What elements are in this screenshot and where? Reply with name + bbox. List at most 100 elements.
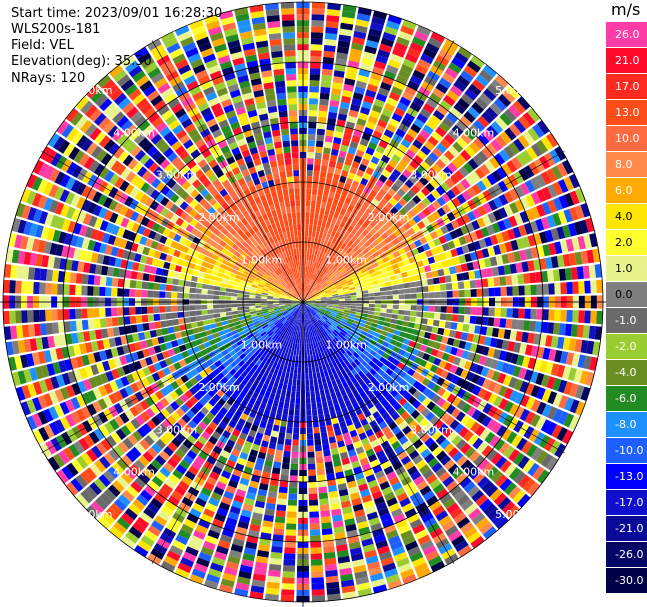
velocity-cell	[404, 305, 411, 310]
velocity-cell	[350, 298, 357, 301]
velocity-cell	[389, 275, 397, 281]
velocity-cell	[348, 259, 356, 266]
velocity-cell	[368, 161, 377, 170]
velocity-cell	[386, 304, 393, 309]
velocity-cell	[215, 276, 223, 283]
velocity-cell	[542, 244, 551, 257]
velocity-cell	[255, 305, 262, 309]
velocity-cell	[472, 385, 482, 396]
velocity-cell	[323, 330, 329, 337]
velocity-cell	[353, 320, 360, 325]
velocity-cell	[422, 197, 432, 207]
velocity-cell	[69, 284, 76, 296]
velocity-cell	[313, 329, 317, 336]
velocity-cell	[320, 325, 325, 332]
velocity-cell	[63, 284, 70, 295]
velocity-cell	[424, 140, 435, 151]
velocity-cell	[470, 55, 485, 68]
velocity-cell	[463, 526, 478, 539]
velocity-cell	[352, 193, 360, 202]
velocity-cell	[478, 355, 487, 366]
velocity-cell	[324, 461, 333, 469]
velocity-cell	[451, 314, 459, 322]
velocity-cell	[482, 390, 493, 402]
velocity-cell	[522, 131, 535, 145]
velocity-cell	[503, 329, 512, 340]
velocity-cell	[531, 143, 543, 157]
velocity-cell	[433, 238, 442, 247]
velocity-cell	[482, 526, 497, 540]
velocity-cell	[407, 396, 417, 405]
velocity-cell	[540, 171, 552, 185]
velocity-cell	[285, 432, 293, 440]
velocity-cell	[322, 195, 328, 203]
velocity-cell	[310, 355, 314, 362]
velocity-cell	[410, 287, 417, 294]
velocity-cell	[354, 282, 361, 287]
velocity-cell	[316, 402, 323, 409]
velocity-cell	[409, 281, 416, 288]
velocity-cell	[404, 179, 414, 189]
velocity-cell	[388, 270, 395, 277]
velocity-cell	[580, 250, 589, 265]
velocity-cell	[552, 181, 564, 196]
velocity-cell	[351, 135, 361, 144]
velocity-cell	[584, 310, 591, 324]
velocity-cell	[519, 249, 527, 261]
velocity-cell	[350, 354, 357, 362]
velocity-cell	[431, 326, 439, 334]
velocity-cell	[305, 284, 308, 291]
velocity-cell	[490, 121, 504, 134]
velocity-cell	[357, 261, 365, 268]
velocity-cell	[319, 504, 330, 512]
velocity-cell	[305, 379, 310, 386]
velocity-cell	[479, 521, 493, 535]
velocity-cell	[435, 126, 447, 138]
velocity-cell	[161, 327, 169, 336]
velocity-cell	[360, 316, 368, 321]
velocity-cell	[336, 343, 342, 350]
velocity-cell	[361, 213, 369, 221]
velocity-cell	[349, 185, 357, 194]
velocity-cell	[386, 97, 398, 107]
velocity-cell	[311, 589, 325, 596]
velocity-cell	[456, 377, 466, 388]
velocity-cell	[243, 294, 250, 298]
velocity-cell	[498, 350, 507, 361]
velocity-cell	[377, 475, 388, 485]
velocity-cell	[527, 481, 541, 496]
velocity-cell	[338, 256, 345, 263]
velocity-cell	[307, 146, 315, 153]
velocity-cell	[455, 439, 467, 451]
velocity-cell	[315, 200, 322, 208]
velocity-cell	[349, 166, 358, 175]
velocity-cell	[497, 328, 506, 339]
velocity-cell	[471, 512, 486, 525]
velocity-cell	[320, 431, 328, 439]
velocity-cell	[554, 309, 561, 322]
velocity-cell	[350, 308, 357, 312]
velocity-cell	[388, 363, 397, 371]
velocity-cell	[308, 110, 318, 117]
velocity-cell	[457, 314, 465, 323]
velocity-cell	[414, 562, 429, 574]
velocity-cell	[306, 306, 312, 312]
velocity-cell	[457, 46, 472, 59]
velocity-cell	[341, 318, 348, 323]
velocity-cell	[497, 496, 512, 511]
velocity-cell	[129, 289, 136, 297]
velocity-cell	[195, 288, 202, 294]
velocity-cell	[354, 24, 368, 34]
velocity-cell	[340, 354, 347, 362]
velocity-cell	[326, 270, 332, 276]
velocity-cell	[296, 343, 300, 350]
velocity-cell	[305, 212, 310, 219]
velocity-cell	[362, 310, 369, 314]
velocity-cell	[358, 112, 369, 121]
velocity-cell	[304, 290, 307, 297]
velocity-cell	[311, 324, 315, 331]
velocity-cell	[325, 129, 334, 137]
velocity-cell	[284, 444, 292, 452]
velocity-cells	[3, 2, 603, 602]
velocity-cell	[482, 64, 497, 78]
